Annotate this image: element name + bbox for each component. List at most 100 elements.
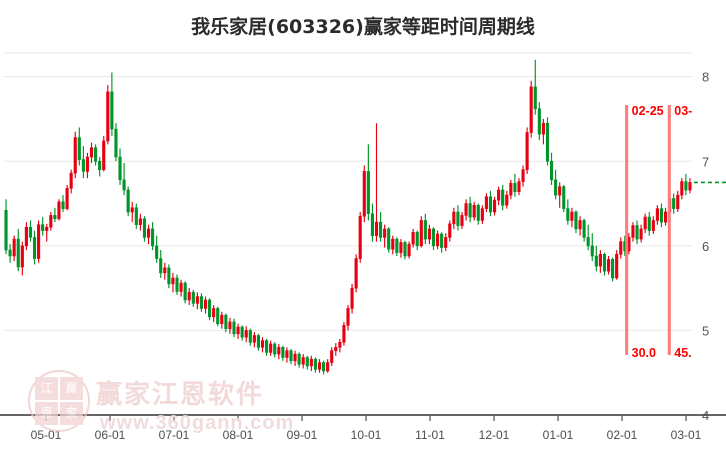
- x-axis-tick-label: 12-01: [479, 428, 510, 442]
- y-axis-tick-label: 8: [702, 70, 709, 85]
- candle-body: [521, 169, 525, 182]
- candle-body: [370, 213, 374, 236]
- candle-body: [619, 241, 623, 255]
- candle-body: [313, 358, 317, 370]
- candle-body: [94, 147, 98, 162]
- candle-body: [220, 314, 224, 324]
- candle-body: [53, 215, 57, 220]
- candle-body: [32, 237, 37, 259]
- candle-body: [57, 201, 61, 220]
- watermark-url: www.360gann.com: [100, 412, 295, 434]
- candle-body: [24, 226, 28, 247]
- candle-body: [468, 203, 472, 218]
- x-axis-tick-label: 08-01: [223, 428, 254, 442]
- candle-body: [362, 171, 366, 217]
- candle-body: [224, 314, 228, 330]
- x-axis-tick-label: 02-01: [607, 428, 638, 442]
- candle-body: [497, 189, 501, 201]
- candle-body: [326, 362, 330, 372]
- candle-body: [606, 259, 611, 272]
- x-axis-tick-label: 11-01: [415, 428, 445, 442]
- candle-body: [338, 341, 342, 348]
- cycle-line-bottom-label: 30.0: [632, 346, 656, 360]
- candle-body: [395, 238, 399, 253]
- x-axis-tick-label: 01-01: [543, 428, 574, 442]
- candle-body: [570, 211, 574, 221]
- candle-body: [81, 159, 85, 172]
- candle-body: [399, 242, 403, 253]
- candle-body: [464, 203, 468, 216]
- candle-body: [228, 321, 232, 330]
- candle-body: [110, 91, 114, 130]
- candle-body: [505, 194, 509, 206]
- candle-body: [285, 350, 289, 358]
- candle-body: [346, 308, 350, 326]
- candle-body: [317, 362, 322, 370]
- candle-body: [517, 181, 521, 193]
- candle-body: [301, 357, 305, 365]
- candle-body: [415, 232, 419, 247]
- candle-body: [73, 137, 77, 174]
- candle-body: [252, 335, 256, 343]
- watermark-seal: 江 赢 恩 家: [35, 377, 83, 425]
- candle-body: [102, 140, 106, 171]
- candle-body: [431, 228, 436, 247]
- candle-body: [574, 211, 578, 230]
- candle-body: [183, 282, 187, 301]
- candle-body: [387, 228, 391, 250]
- candle-body: [488, 196, 493, 213]
- x-axis-tick-label: 07-01: [159, 428, 190, 442]
- candle-body: [37, 224, 41, 259]
- candle-body: [240, 326, 244, 338]
- candle-body: [269, 343, 273, 353]
- candle-body: [366, 171, 370, 215]
- y-axis-tick-label: 7: [702, 154, 709, 169]
- candle-body: [509, 182, 513, 196]
- candle-body: [635, 225, 639, 240]
- candle-body: [659, 208, 664, 223]
- candle-body: [440, 233, 444, 248]
- candle-body: [558, 186, 562, 196]
- candle-body: [594, 255, 598, 267]
- candle-body: [436, 233, 440, 247]
- candle-body: [391, 238, 395, 250]
- candle-body: [277, 347, 281, 355]
- candle-body: [61, 201, 65, 209]
- candle-body: [484, 196, 488, 209]
- candle-body: [256, 335, 260, 348]
- x-axis-tick-label: 10-01: [351, 428, 382, 442]
- candle-body: [444, 237, 448, 248]
- candle-body: [663, 211, 668, 223]
- candle-body: [49, 215, 53, 228]
- candle-body: [41, 224, 45, 231]
- candle-body: [403, 242, 407, 257]
- candle-body: [195, 296, 199, 304]
- candle-body: [427, 228, 431, 240]
- candle-body: [598, 253, 602, 267]
- candle-body: [358, 215, 362, 259]
- candle-body: [554, 179, 558, 196]
- candle-body: [688, 182, 692, 191]
- candle-body: [456, 211, 460, 226]
- candle-body: [419, 220, 423, 247]
- candle-body: [533, 86, 537, 110]
- candle-body: [20, 245, 24, 268]
- candle-body: [260, 340, 265, 348]
- candle-body: [146, 228, 151, 238]
- candle-body: [541, 122, 545, 135]
- candle-body: [65, 188, 69, 209]
- candle-body: [529, 86, 533, 133]
- seal-char-0: 江: [35, 377, 58, 400]
- candle-body: [89, 147, 94, 158]
- candle-body: [680, 181, 684, 196]
- candle-body: [501, 189, 505, 206]
- candle-body: [379, 221, 383, 238]
- candle-body: [138, 218, 142, 225]
- candle-body: [513, 182, 517, 193]
- candle-body: [122, 179, 126, 191]
- candle-body: [383, 228, 387, 238]
- candle-body: [167, 267, 171, 285]
- candle-body: [578, 220, 582, 230]
